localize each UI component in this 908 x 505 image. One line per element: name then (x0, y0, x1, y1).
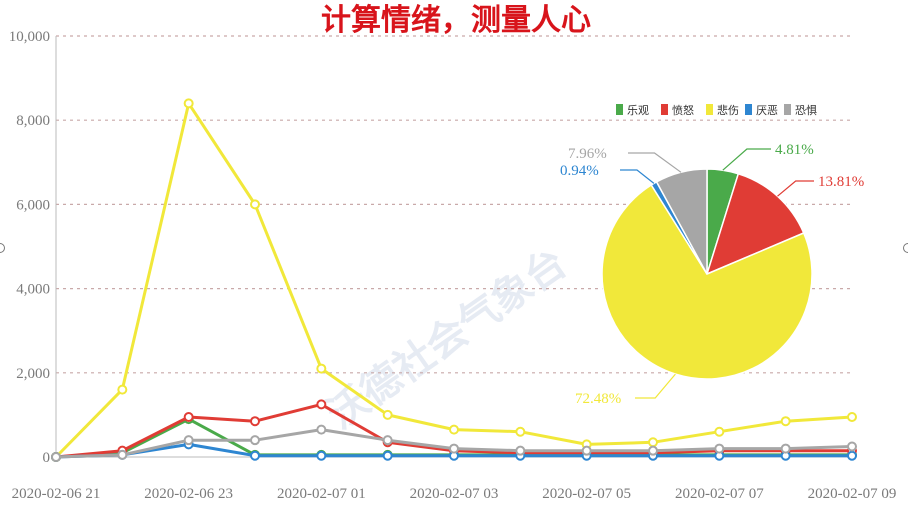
legend-label: 乐观 (627, 104, 649, 117)
pie-slice (655, 168, 708, 275)
series-point (714, 426, 725, 437)
x-axis: 2020-02-06 21 2020-02-06 23 2020-02-07 01 2… (12, 456, 897, 502)
series-point (250, 416, 260, 427)
y-tick-label: 4,000 (16, 282, 50, 298)
series-point (648, 445, 658, 456)
series-point (515, 445, 526, 456)
series-point (117, 384, 128, 395)
pie-label-line (628, 152, 682, 173)
series-point (183, 412, 194, 423)
series-point (648, 437, 658, 448)
x-tick-label: 2020-02-07 09 (808, 486, 897, 502)
legend-swatch (784, 104, 791, 115)
y-tick-label: 6,000 (16, 197, 50, 213)
line-series (51, 98, 857, 462)
pie-label: 72.48% (575, 391, 621, 407)
pie-label-line (722, 148, 771, 171)
y-tick-label: 10,000 (9, 29, 50, 45)
series-point (117, 449, 128, 460)
x-tick-label: 2020-02-06 23 (144, 486, 233, 502)
series-point (449, 443, 459, 454)
watermark: 沃德社会气象台 (319, 240, 575, 438)
y-tick-label: 0 (43, 450, 51, 466)
series-point (780, 416, 791, 427)
pie-label-line (620, 169, 655, 184)
pie-label: 7.96% (568, 146, 607, 162)
legend-swatch (706, 104, 713, 115)
series-point (382, 409, 393, 420)
series-point (780, 443, 791, 454)
series-point (847, 441, 857, 452)
series-point (382, 435, 393, 446)
series-point (581, 445, 592, 456)
pie-label: 0.94% (560, 163, 599, 179)
x-tick-label: 2020-02-07 03 (410, 486, 499, 502)
legend-swatch (745, 104, 752, 115)
series-point (316, 450, 327, 461)
x-tick-label: 2020-02-07 05 (542, 486, 631, 502)
series-point (250, 435, 260, 446)
pie-legend: 乐观 愤怒 悲伤 厌恶 恐惧 (616, 103, 817, 117)
series-point (382, 450, 393, 461)
legend-label: 悲伤 (717, 103, 739, 117)
resize-handle-right[interactable] (903, 243, 908, 253)
x-tick-label: 2020-02-07 07 (675, 486, 764, 502)
x-tick-label: 2020-02-06 21 (12, 486, 101, 502)
legend-swatch (661, 104, 668, 115)
pie-slice (601, 183, 813, 380)
pie-label: 4.81% (775, 142, 814, 158)
pie-chart (601, 168, 813, 380)
series-point (51, 452, 61, 462)
pie-label-line (777, 180, 814, 197)
series-point (714, 443, 725, 454)
pie-label: 13.81% (818, 174, 864, 190)
pie-slice (705, 172, 805, 276)
legend-label: 厌恶 (756, 104, 778, 117)
series-point (449, 424, 459, 435)
y-tick-label: 2,000 (16, 366, 50, 382)
chart-title: 计算情绪，测量人心 (321, 3, 591, 38)
y-axis: 0 2,000 4,000 6,000 8,000 10,000 (9, 29, 57, 466)
pie-labels: 4.81%13.81% 72.48% 0.94%7.96% (560, 142, 864, 407)
series-point (847, 450, 857, 461)
y-tick-label: 8,000 (16, 113, 50, 129)
series-point (316, 363, 327, 374)
pie-label-line (635, 373, 676, 399)
series-point (250, 450, 260, 461)
series-point (316, 399, 327, 410)
legend-label: 愤怒 (672, 103, 694, 117)
x-tick-label: 2020-02-07 01 (277, 486, 366, 502)
series-point (183, 98, 194, 109)
legend-swatch (616, 104, 623, 115)
series-point (250, 199, 260, 210)
series-point (515, 426, 526, 437)
series-point (183, 435, 194, 446)
series-point (847, 412, 857, 423)
legend-label: 恐惧 (795, 103, 817, 117)
series-point (316, 424, 327, 435)
